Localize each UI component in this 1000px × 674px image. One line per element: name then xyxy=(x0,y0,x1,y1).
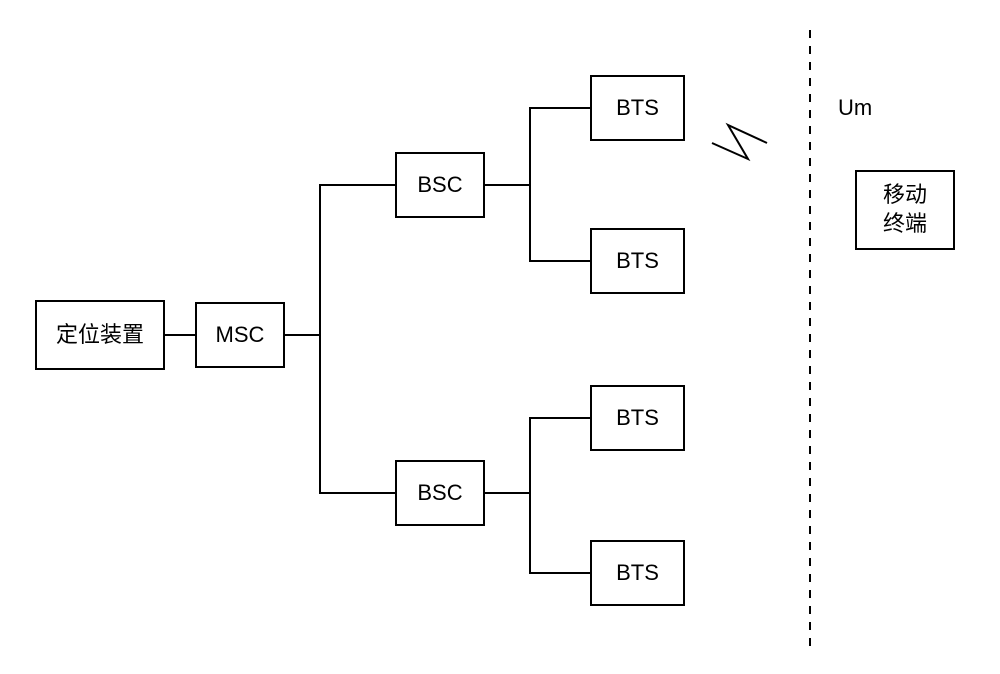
node-label: BSC xyxy=(417,171,462,200)
node-msc: MSC xyxy=(195,302,285,368)
node-label: 定位装置 xyxy=(56,321,144,350)
node-mobile-terminal: 移动 终端 xyxy=(855,170,955,250)
node-label: BTS xyxy=(616,404,659,433)
node-locator: 定位装置 xyxy=(35,300,165,370)
network-diagram: 定位装置 MSC BSC BSC BTS BTS BTS BTS 移动 终端 U… xyxy=(0,0,1000,669)
node-bsc2: BSC xyxy=(395,460,485,526)
node-label: BTS xyxy=(616,247,659,276)
node-label: BTS xyxy=(616,94,659,123)
node-bts4: BTS xyxy=(590,540,685,606)
um-interface-label: Um xyxy=(838,95,872,121)
node-bsc1: BSC xyxy=(395,152,485,218)
node-label: MSC xyxy=(216,321,265,350)
node-bts1: BTS xyxy=(590,75,685,141)
node-bts2: BTS xyxy=(590,228,685,294)
node-label: BSC xyxy=(417,479,462,508)
node-label: BTS xyxy=(616,559,659,588)
node-bts3: BTS xyxy=(590,385,685,451)
node-label: 移动 终端 xyxy=(883,181,927,238)
